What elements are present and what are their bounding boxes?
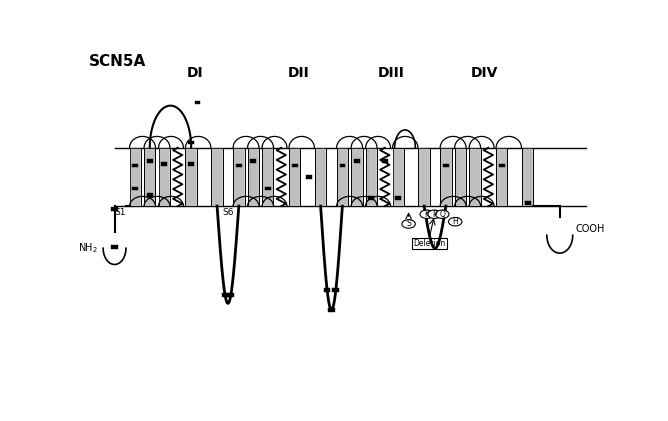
Bar [162,162,167,166]
Circle shape [436,210,449,218]
Text: SCN5A: SCN5A [89,54,146,69]
Bar [147,193,152,197]
Bar [248,148,259,206]
Text: S6: S6 [222,208,234,217]
Circle shape [420,210,434,218]
Text: DII: DII [287,66,309,80]
Text: Q: Q [440,210,445,219]
Bar [112,245,118,248]
Text: DIV: DIV [471,66,498,80]
Bar [499,164,504,168]
Bar [455,148,466,206]
Bar [186,148,197,206]
Bar [262,148,273,206]
Bar [236,164,242,168]
Circle shape [448,218,462,226]
Bar [525,201,530,205]
Bar [354,159,359,163]
Bar [211,148,222,206]
Bar [339,164,345,168]
Text: S1: S1 [114,208,126,217]
Text: COOH: COOH [575,224,605,234]
Bar [158,148,170,206]
Bar [194,101,200,104]
Text: H: H [452,217,458,226]
Text: NH$_2$: NH$_2$ [78,241,98,255]
Bar [324,288,331,292]
Bar [188,162,194,166]
Bar [393,148,404,206]
Bar [228,293,234,297]
Bar [522,148,533,206]
Bar [265,187,271,190]
Bar [333,288,339,292]
Bar [328,308,335,312]
Bar [188,141,194,144]
Text: DI: DI [186,66,203,80]
Bar [365,148,377,206]
Bar [233,148,244,206]
Bar [112,208,118,211]
Bar [132,164,138,168]
Circle shape [402,220,415,228]
Bar [130,148,141,206]
Bar [306,175,311,179]
Bar [440,148,452,206]
Text: Deletion: Deletion [413,239,446,248]
Text: DIII: DIII [378,66,405,80]
Bar [144,148,156,206]
Bar [382,159,387,163]
Circle shape [428,210,442,218]
Bar [292,164,297,168]
Bar [443,164,449,168]
Bar [289,148,301,206]
Bar [496,148,508,206]
Text: K: K [424,210,430,219]
Bar [469,148,480,206]
Bar [337,148,348,206]
Bar [369,196,374,200]
Bar [250,159,256,163]
Bar [222,293,228,297]
Text: S: S [406,219,411,229]
Bar [315,148,326,206]
Bar [147,159,152,163]
Bar [132,187,138,190]
Bar [418,148,430,206]
Bar [395,196,401,200]
Bar [351,148,363,206]
Text: P: P [432,210,437,219]
